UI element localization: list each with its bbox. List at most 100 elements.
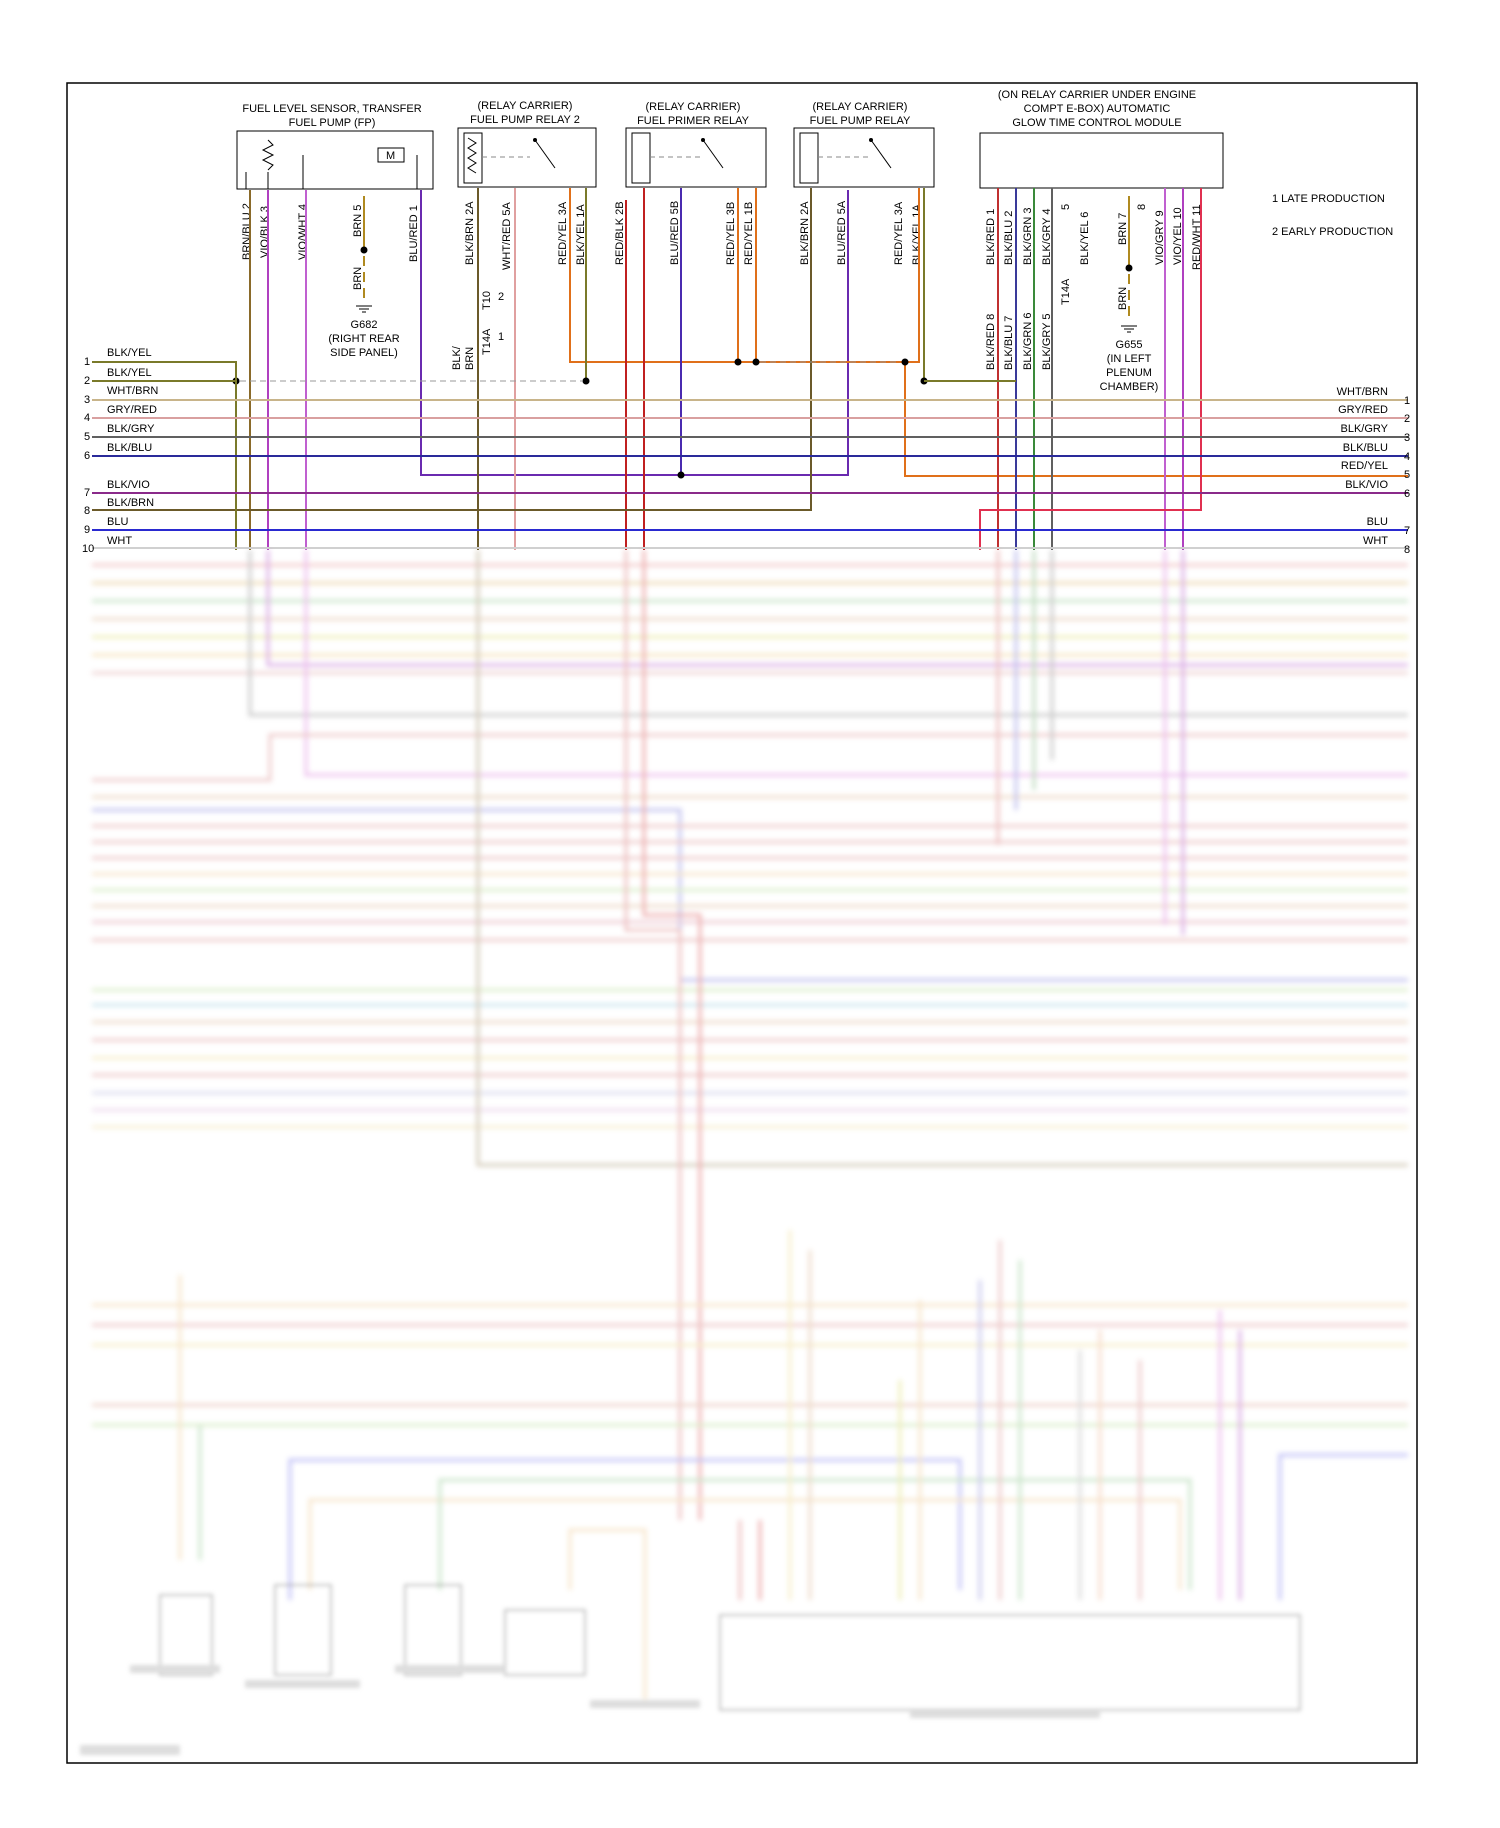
g682-label-1: G682	[351, 319, 378, 331]
pin-fp-5: BRN 5	[352, 205, 364, 237]
lb-lbl-7: BLK/VIO	[107, 479, 150, 491]
fuel-pump-title-1: FUEL LEVEL SENSOR, TRANSFER	[242, 103, 421, 115]
rb-num-6: 6	[1404, 488, 1410, 500]
blurred-bottom-components	[80, 1584, 1301, 1755]
ground-g682: BRN G682 (RIGHT REAR SIDE PANEL)	[328, 196, 400, 359]
pin-fp-2: BRN/BLU 2	[241, 203, 253, 260]
rb-lbl-2: GRY/RED	[1338, 404, 1388, 416]
primer-title-1: (RELAY CARRIER)	[646, 101, 741, 113]
lb-num-8: 8	[84, 505, 90, 517]
blk-brn-split-1: BLK/	[451, 345, 463, 370]
pin-r-1a: BLK/YEL 1A	[911, 204, 923, 265]
g682-wire-lower: BRN	[352, 267, 364, 290]
lb-lbl-9: BLU	[107, 516, 128, 528]
pin-r-3a: RED/YEL 3A	[893, 201, 905, 265]
pin-r2-3a: RED/YEL 3A	[557, 201, 569, 265]
bus-wires	[92, 361, 1408, 550]
t10-label: T10	[481, 291, 493, 310]
component-fuel-pump: FUEL LEVEL SENSOR, TRANSFER FUEL PUMP (F…	[236, 103, 434, 190]
pin-fp-3: VIO/BLK 3	[259, 206, 271, 258]
rb-num-1: 1	[1404, 395, 1410, 407]
lb-lbl-6: BLK/BLU	[107, 442, 152, 454]
rb-num-8: 8	[1404, 544, 1410, 556]
glow-title-2: COMPT E-BOX) AUTOMATIC	[1024, 103, 1171, 115]
pin-g-2: BLK/BLU 2	[1003, 211, 1015, 265]
blk-brn-split-2: BRN	[464, 347, 476, 370]
rb-lbl-6: BLK/VIO	[1345, 479, 1388, 491]
g682-label-2: (RIGHT REAR	[328, 333, 399, 345]
pin-pr-2b: RED/BLK 2B	[614, 201, 626, 265]
lb-num-9: 9	[84, 524, 90, 536]
legend-early-production: 2 EARLY PRODUCTION	[1272, 226, 1393, 238]
lb-num-10: 10	[82, 543, 94, 555]
rb-lbl-3: BLK/GRY	[1341, 423, 1389, 435]
lb-lbl-8: BLK/BRN	[107, 497, 154, 509]
g655-wire: BRN	[1117, 287, 1129, 310]
rb-lbl-1: WHT/BRN	[1337, 386, 1388, 398]
g655-label-4: CHAMBER)	[1100, 381, 1159, 393]
blurred-lower-wiring	[92, 550, 1408, 1700]
lb-num-1: 1	[84, 356, 90, 368]
pin-glow-lower-8: BLK/RED 8	[985, 314, 997, 370]
t14a-right-label: T14A	[1060, 278, 1072, 305]
fuel-pump-title-2: FUEL PUMP (FP)	[289, 117, 376, 129]
lb-lbl-5: BLK/GRY	[107, 423, 155, 435]
rb-num-5: 5	[1404, 469, 1410, 481]
pin-fp-1: BLU/RED 1	[408, 205, 420, 262]
lb-num-2: 2	[84, 375, 90, 387]
relay-title-1: (RELAY CARRIER)	[813, 101, 908, 113]
glow-title-1: (ON RELAY CARRIER UNDER ENGINE	[998, 89, 1196, 101]
pin-r2-1a: BLK/YEL 1A	[575, 204, 587, 265]
t10-pin-2: 2	[498, 291, 504, 303]
pin-r-5a: BLU/RED 5A	[836, 200, 848, 265]
rb-lbl-7: BLU	[1367, 516, 1388, 528]
splices	[232, 358, 928, 479]
rb-num-7: 7	[1404, 525, 1410, 537]
diagram-frame	[66, 82, 1418, 1764]
component-fuel-primer-relay: (RELAY CARRIER) FUEL PRIMER RELAY	[625, 101, 767, 188]
lb-num-6: 6	[84, 450, 90, 462]
lb-lbl-1: BLK/YEL	[107, 347, 152, 359]
g682-label-3: SIDE PANEL)	[330, 347, 398, 359]
pin-g-6: BLK/YEL 6	[1079, 212, 1091, 265]
lb-num-5: 5	[84, 431, 90, 443]
pin-g-7: BRN 7	[1117, 213, 1129, 245]
pin-r-2a: BLK/BRN 2A	[799, 201, 811, 265]
connector-t10-t14a: T10 T14A 2 1 BLK/ BRN	[451, 291, 504, 370]
legend-late-production: 1 LATE PRODUCTION	[1272, 193, 1385, 205]
rb-lbl-8: WHT	[1363, 535, 1388, 547]
pin-g-4: BLK/GRY 4	[1041, 209, 1053, 265]
g655-label-1: G655	[1116, 339, 1143, 351]
pin-r2-5a: WHT/RED 5A	[501, 202, 513, 271]
lb-lbl-4: GRY/RED	[107, 404, 157, 416]
lb-lbl-10: WHT	[107, 535, 132, 547]
pin-g-1: BLK/RED 1	[985, 209, 997, 265]
rb-num-3: 3	[1404, 432, 1410, 444]
rb-num-4: 4	[1404, 451, 1410, 463]
motor-symbol: M	[386, 150, 395, 162]
right-bus-labels: WHT/BRN 1 GRY/RED 2 BLK/GRY 3 BLK/BLU 4 …	[1337, 386, 1410, 556]
lb-lbl-3: WHT/BRN	[107, 385, 158, 397]
pin-g-3: BLK/GRN 3	[1022, 208, 1034, 265]
pin-glow-lower-7: BLK/BLU 7	[1003, 316, 1015, 370]
lb-num-7: 7	[84, 487, 90, 499]
lb-num-4: 4	[84, 412, 90, 424]
component-glow-time-module: (ON RELAY CARRIER UNDER ENGINE COMPT E-B…	[979, 89, 1224, 189]
component-fuel-pump-relay-2: (RELAY CARRIER) FUEL PUMP RELAY 2	[457, 100, 597, 188]
pin-glow-lower-5: BLK/GRY 5	[1041, 314, 1053, 370]
t14a-left-label: T14A	[481, 328, 493, 355]
primer-title-2: FUEL PRIMER RELAY	[637, 115, 750, 127]
pin-g-5: 5	[1060, 204, 1072, 210]
glow-title-3: GLOW TIME CONTROL MODULE	[1012, 117, 1181, 129]
pin-g-9: VIO/GRY 9	[1154, 210, 1166, 265]
pin-g-8: 8	[1136, 204, 1148, 210]
pin-g-10: VIO/YEL 10	[1172, 207, 1184, 265]
g655-label-2: (IN LEFT	[1107, 353, 1152, 365]
pin-fp-4: VIO/WHT 4	[297, 204, 309, 260]
pin-pr-1b: RED/YEL 1B	[743, 202, 755, 265]
pin-pr-5b: BLU/RED 5B	[669, 201, 681, 265]
lb-lbl-2: BLK/YEL	[107, 367, 152, 379]
pin-r2-2a: BLK/BRN 2A	[464, 201, 476, 265]
pin-pr-3b: RED/YEL 3B	[725, 202, 737, 265]
